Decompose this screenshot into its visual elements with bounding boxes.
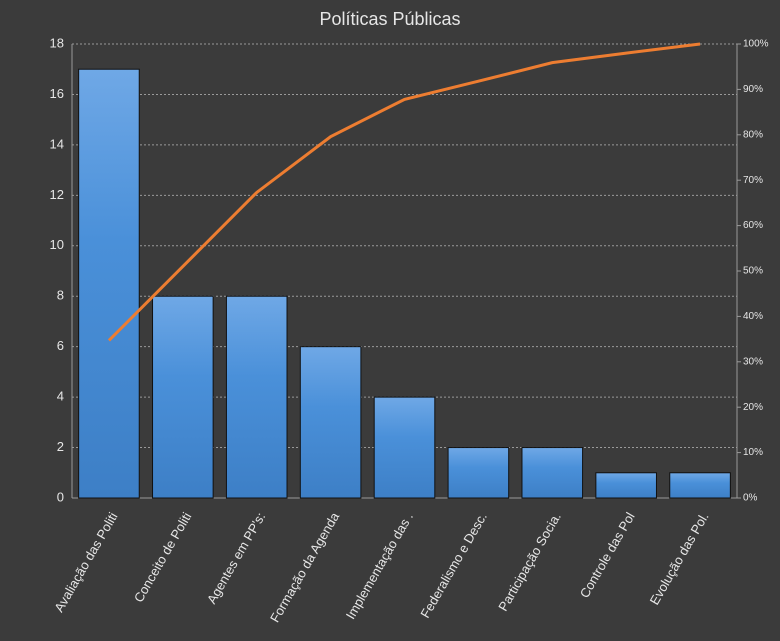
bar [669, 472, 731, 499]
chart-title: Políticas Públicas [319, 9, 460, 29]
y2-tick-label: 100% [743, 39, 769, 50]
bar [521, 447, 584, 499]
y2-tick-label: 40% [743, 311, 763, 322]
bar [78, 68, 140, 499]
y-tick-label: 14 [50, 136, 64, 151]
y2-tick-label: 10% [743, 447, 763, 458]
bar [299, 346, 362, 499]
y2-tick-label: 0% [743, 493, 758, 504]
y2-tick-label: 30% [743, 356, 763, 367]
y-tick-label: 6 [57, 338, 64, 353]
y2-tick-label: 20% [743, 402, 763, 413]
y-tick-label: 18 [50, 35, 64, 50]
y-tick-label: 12 [50, 187, 64, 202]
bar [225, 295, 288, 499]
bar [373, 396, 436, 499]
y2-tick-label: 70% [743, 175, 763, 186]
cumulative-line [107, 42, 701, 342]
y2-tick-label: 50% [743, 266, 763, 277]
y-tick-label: 16 [50, 86, 64, 101]
y-tick-label: 0 [57, 489, 64, 504]
y-tick-label: 10 [50, 237, 64, 252]
y2-tick-label: 80% [743, 129, 763, 140]
y-tick-label: 8 [57, 288, 64, 303]
bar [447, 447, 510, 499]
bar [152, 295, 214, 499]
y2-tick-label: 60% [743, 220, 763, 231]
bar [595, 472, 657, 499]
y-tick-label: 2 [57, 439, 64, 454]
y-tick-label: 4 [57, 389, 64, 404]
y2-tick-label: 90% [743, 84, 763, 95]
